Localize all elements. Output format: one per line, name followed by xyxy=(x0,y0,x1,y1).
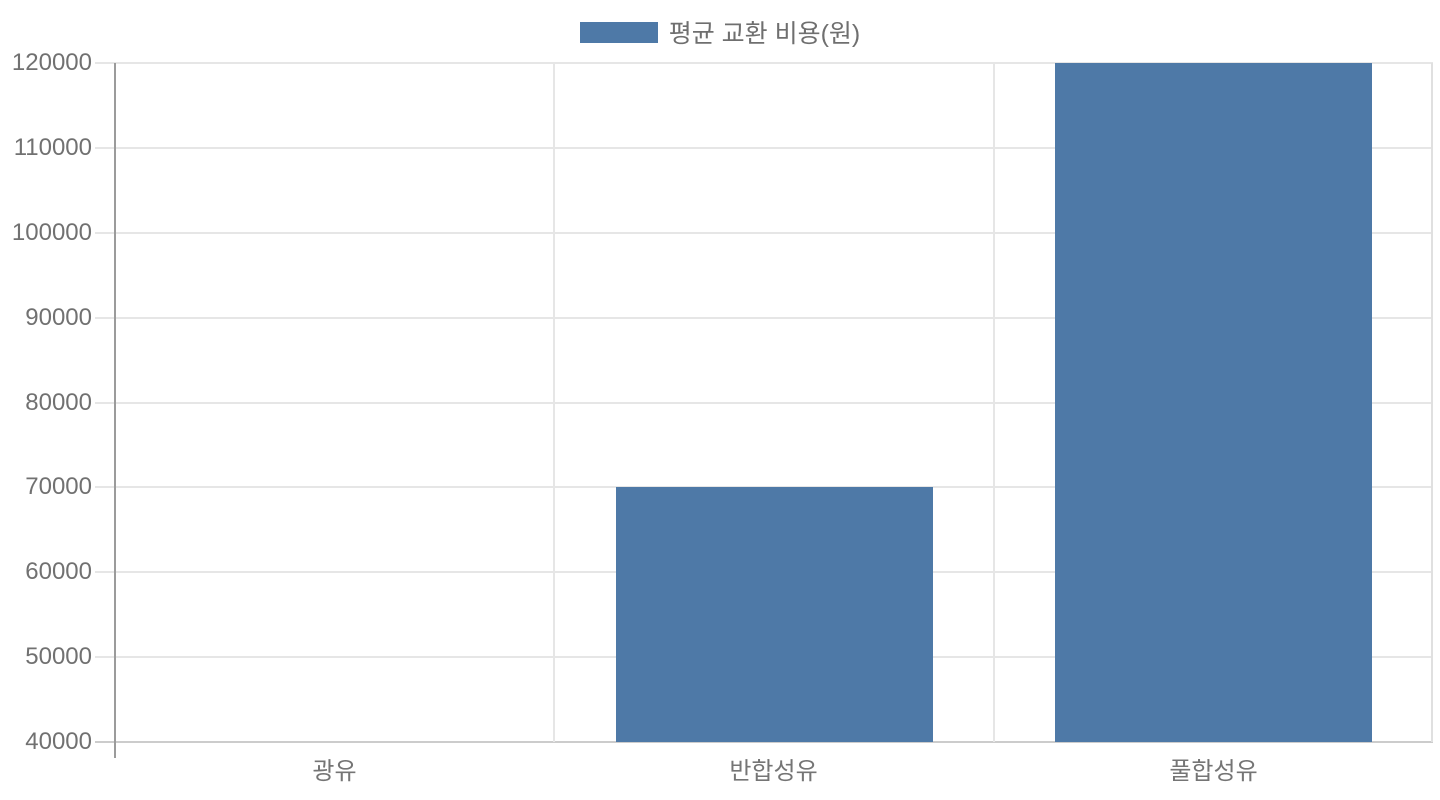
vertical-gridline xyxy=(553,63,556,742)
legend[interactable]: 평균 교환 비용(원) xyxy=(0,14,1440,50)
y-tick-label: 80000 xyxy=(25,388,92,416)
legend-swatch xyxy=(579,21,658,43)
y-axis-line xyxy=(114,63,116,758)
gridline xyxy=(95,401,1433,404)
gridline xyxy=(95,146,1433,149)
plot-right-border xyxy=(1431,63,1433,742)
bar-반합성유[interactable] xyxy=(616,487,933,742)
y-tick-label: 110000 xyxy=(13,133,92,161)
y-tick-label: 120000 xyxy=(11,49,92,76)
y-tick-label: 100000 xyxy=(11,218,92,246)
legend-label: 평균 교환 비용(원) xyxy=(668,20,861,48)
y-tick-label: 60000 xyxy=(25,558,92,586)
gridline xyxy=(95,316,1433,319)
vertical-gridline xyxy=(992,63,995,742)
y-tick-label: 40000 xyxy=(25,728,92,755)
x-category-label: 반합성유 xyxy=(729,758,818,785)
y-tick-label: 90000 xyxy=(25,303,92,331)
x-category-label: 광유 xyxy=(312,758,357,785)
gridline xyxy=(95,231,1433,234)
y-tick-label: 50000 xyxy=(25,643,92,671)
x-axis-baseline xyxy=(95,741,1433,743)
bar-풀합성유[interactable] xyxy=(1055,63,1372,742)
y-tick-label: 70000 xyxy=(25,473,92,501)
gridline xyxy=(95,62,1433,64)
x-category-label: 풀합성유 xyxy=(1169,758,1258,785)
